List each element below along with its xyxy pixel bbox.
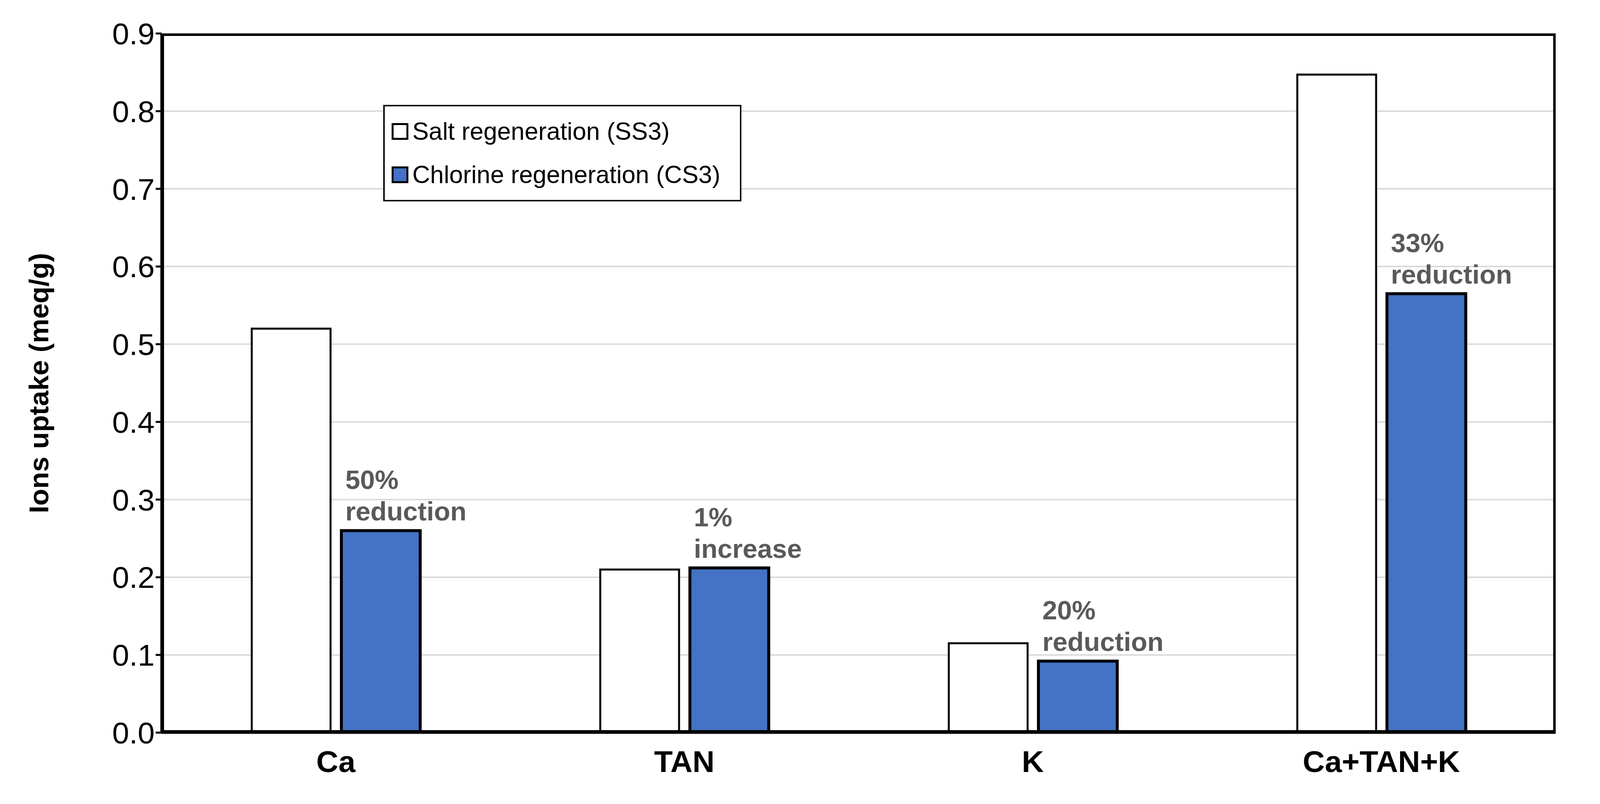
svg-text:K: K xyxy=(1021,744,1044,779)
svg-text:50%reduction: 50%reduction xyxy=(345,465,467,527)
svg-text:20%reduction: 20%reduction xyxy=(1042,595,1164,657)
svg-text:0.4: 0.4 xyxy=(112,405,155,440)
svg-text:0.9: 0.9 xyxy=(112,16,155,51)
svg-text:Ca: Ca xyxy=(316,744,356,779)
svg-text:0.3: 0.3 xyxy=(112,483,155,518)
svg-text:33%reduction: 33%reduction xyxy=(1391,228,1513,290)
svg-text:0.2: 0.2 xyxy=(112,560,155,595)
svg-text:0.0: 0.0 xyxy=(112,716,155,751)
svg-text:1%increase: 1%increase xyxy=(694,502,802,564)
svg-text:TAN: TAN xyxy=(654,744,715,779)
svg-text:Ca+TAN+K: Ca+TAN+K xyxy=(1302,744,1461,779)
svg-text:0.7: 0.7 xyxy=(112,172,155,207)
html-text:Salt regeneration (SS3): Salt regeneration (SS3) xyxy=(412,117,670,146)
html-text:Chlorine regeneration (CS3): Chlorine regeneration (CS3) xyxy=(412,161,721,189)
svg-text:0.5: 0.5 xyxy=(112,327,155,362)
svg-text:0.6: 0.6 xyxy=(112,249,155,284)
svg-text:0.1: 0.1 xyxy=(112,638,155,673)
svg-text:0.8: 0.8 xyxy=(112,94,155,129)
svg-text:Ions uptake (meq/g): Ions uptake (meq/g) xyxy=(23,253,55,514)
